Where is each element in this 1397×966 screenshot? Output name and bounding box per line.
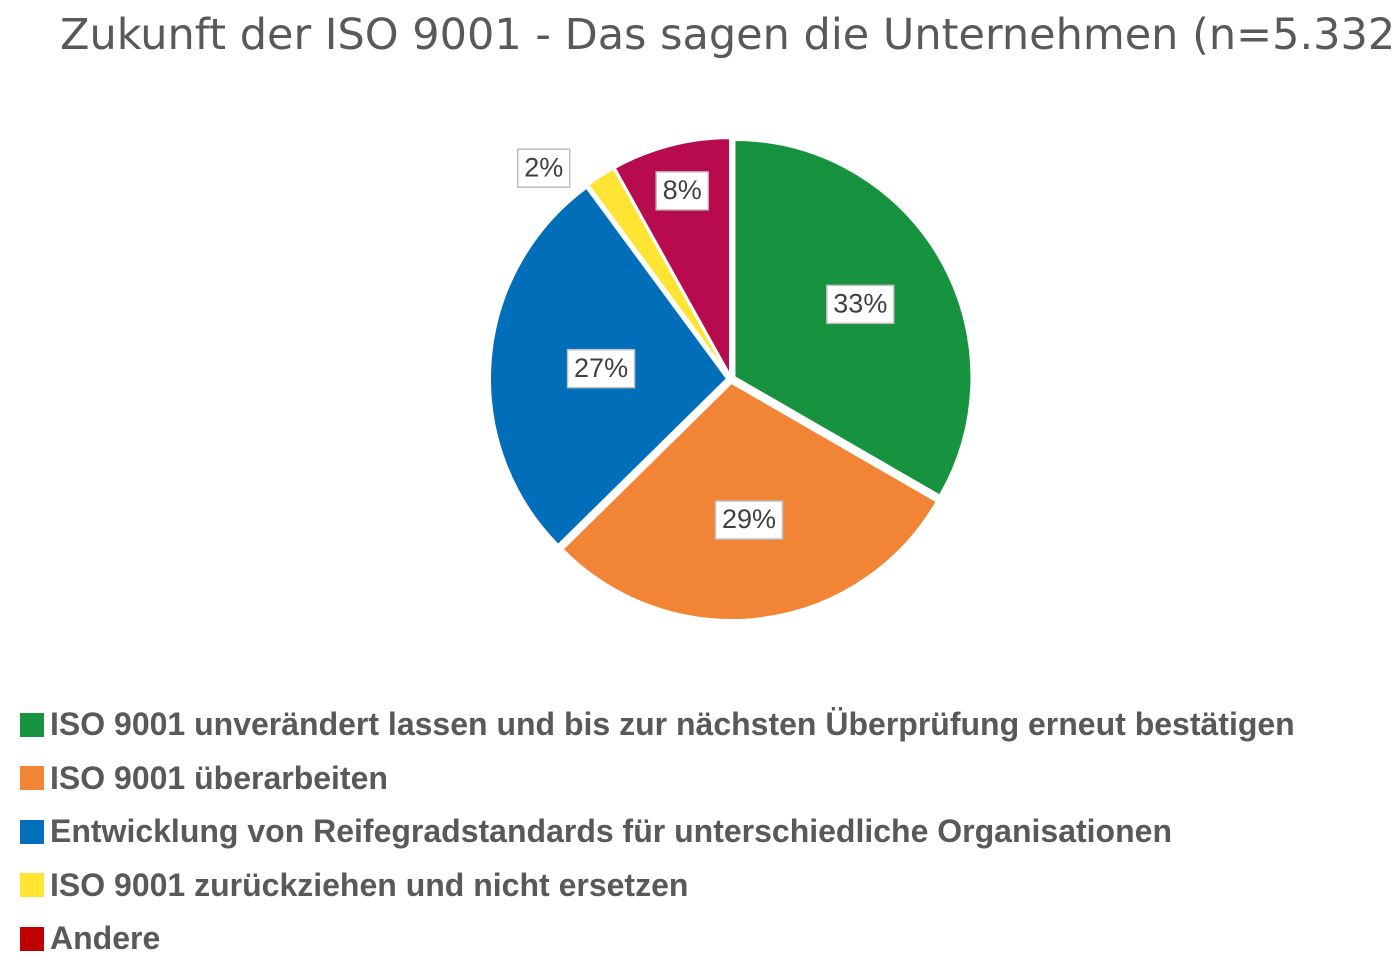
legend-swatch	[20, 819, 44, 844]
pie-chart: 33% 29% 27% 2% 8%	[489, 137, 973, 621]
chart-title: Zukunft der ISO 9001 - Das sagen die Unt…	[60, 10, 1397, 60]
legend-item-andere: Andere	[20, 912, 1295, 966]
legend-item-iso-9001-unveraendert-lassen-und-bis-zur-naechsten-ueberpruefung-erneut-bestaetigen: ISO 9001 unverändert lassen und bis zur …	[20, 698, 1295, 752]
data-label-entwicklung-von-reifegradstandards-fuer-unterschiedliche-organisationen: 27%	[566, 348, 636, 389]
legend-item-iso-9001-zurueckziehen-und-nicht-ersetzen: ISO 9001 zurückziehen und nicht ersetzen	[20, 859, 1295, 913]
legend-swatch	[20, 926, 44, 951]
legend-item-iso-9001-ueberarbeiten: ISO 9001 überarbeiten	[20, 752, 1295, 806]
data-label-box	[516, 148, 571, 188]
data-label-text: 8%	[663, 175, 702, 205]
data-label-box	[655, 171, 709, 211]
legend-swatch	[20, 712, 44, 737]
legend-label: Entwicklung von Reifegradstandards für u…	[50, 813, 1172, 850]
data-label-text: 2%	[524, 152, 563, 182]
data-label-box	[826, 284, 895, 325]
data-label-text: 27%	[574, 353, 628, 383]
chart-legend: ISO 9001 unverändert lassen und bis zur …	[20, 698, 1295, 966]
legend-label: ISO 9001 überarbeiten	[50, 759, 388, 796]
data-label-box	[714, 500, 784, 540]
data-label-iso-9001-ueberarbeiten: 29%	[714, 500, 784, 540]
legend-item-entwicklung-von-reifegradstandards-fuer-unterschiedliche-organisationen: Entwicklung von Reifegradstandards für u…	[20, 805, 1295, 859]
data-label-text: 29%	[722, 504, 776, 534]
pie-data-labels: 33% 29% 27% 2% 8%	[516, 148, 895, 540]
data-label-iso-9001-unveraendert-lassen-und-bis-zur-naechsten-ueberpruefung-erneut-bestaetigen: 33%	[826, 284, 895, 325]
pie-slices	[489, 137, 973, 621]
legend-label: Andere	[50, 920, 161, 957]
legend-swatch	[20, 873, 44, 898]
data-label-box	[566, 348, 636, 389]
data-label-iso-9001-zurueckziehen-und-nicht-ersetzen: 2%	[516, 148, 571, 188]
legend-label: ISO 9001 zurückziehen und nicht ersetzen	[50, 866, 689, 903]
data-label-text: 33%	[833, 288, 887, 318]
pie-slice-iso-9001-zurueckziehen-und-nicht-ersetzen	[586, 167, 730, 377]
legend-label: ISO 9001 unverändert lassen und bis zur …	[50, 706, 1295, 743]
legend-swatch	[20, 766, 44, 791]
data-label-andere: 8%	[655, 171, 709, 211]
